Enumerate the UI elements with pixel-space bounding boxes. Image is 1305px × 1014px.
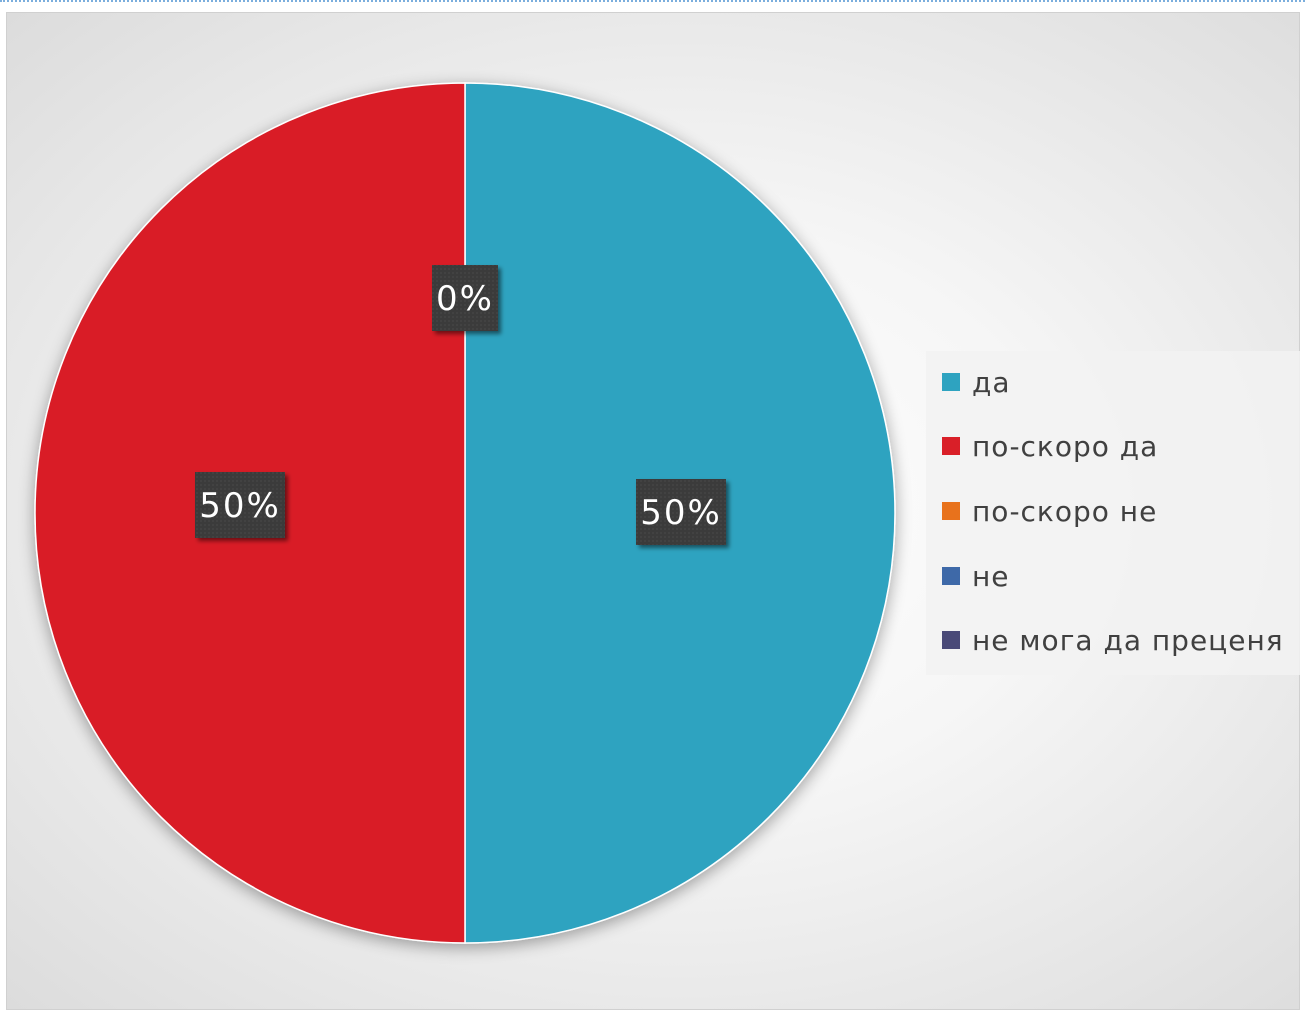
legend-label: не мога да преценя	[972, 623, 1284, 657]
legend-swatch	[942, 502, 960, 520]
svg-text:50%: 50%	[199, 486, 281, 526]
legend-item-4: не	[942, 559, 1010, 593]
data-label-1: 50%	[636, 479, 726, 545]
svg-text:0%: 0%	[436, 279, 494, 319]
legend: да по-скоро да по-скоро не не не мога да пре…	[926, 351, 1300, 675]
legend-swatch	[942, 437, 960, 455]
data-label-2: 50%	[195, 472, 285, 538]
legend-item-1: да	[942, 365, 1011, 399]
legend-label: по-скоро не	[972, 494, 1158, 528]
legend-swatch	[942, 567, 960, 585]
legend-item-2: по-скоро да	[942, 429, 1159, 463]
svg-text:50%: 50%	[640, 493, 722, 533]
legend-swatch	[942, 373, 960, 391]
top-dotted-border	[0, 0, 1305, 8]
legend-label: да	[972, 365, 1011, 399]
legend-label: не	[972, 559, 1010, 593]
legend-label: по-скоро да	[972, 429, 1159, 463]
data-label-3: 0%	[432, 265, 498, 331]
legend-swatch	[942, 631, 960, 649]
legend-item-3: по-скоро не	[942, 494, 1158, 528]
legend-item-5: не мога да преценя	[942, 623, 1284, 657]
